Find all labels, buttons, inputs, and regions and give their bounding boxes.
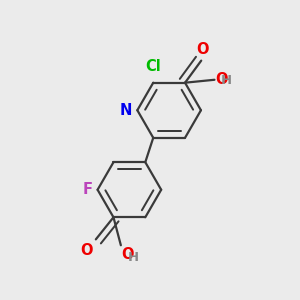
Text: O: O [122,247,134,262]
Text: H: H [221,74,232,87]
Text: O: O [215,72,228,87]
Text: O: O [80,243,92,258]
Text: Cl: Cl [146,59,161,74]
Text: N: N [120,103,132,118]
Text: O: O [196,42,209,57]
Text: H: H [127,250,139,264]
Text: F: F [82,182,92,197]
